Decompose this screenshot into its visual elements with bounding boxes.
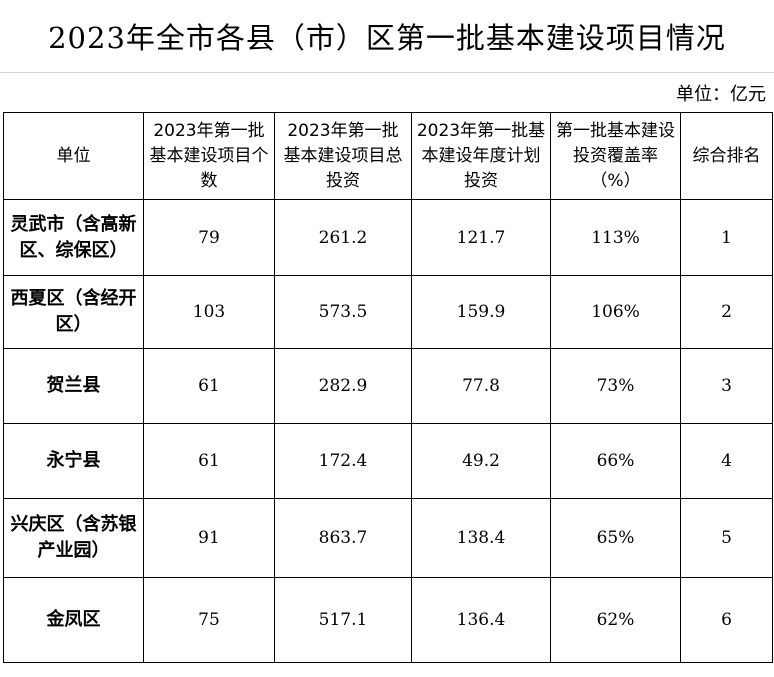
row-coverage: 65% — [551, 499, 681, 578]
table-row: 贺兰县 61 282.9 77.8 73% 3 — [4, 349, 773, 424]
header-unit: 单位 — [4, 113, 144, 200]
row-total: 517.1 — [275, 578, 412, 663]
row-coverage: 113% — [551, 200, 681, 276]
row-count: 91 — [144, 499, 275, 578]
page-title: 2023年全市各县（市）区第一批基本建设项目情况 — [0, 0, 774, 73]
row-rank: 5 — [681, 499, 773, 578]
table-row: 西夏区（含经开区） 103 573.5 159.9 106% 2 — [4, 276, 773, 349]
table-row: 金凤区 75 517.1 136.4 62% 6 — [4, 578, 773, 663]
row-count: 61 — [144, 349, 275, 424]
row-annual: 49.2 — [412, 424, 551, 499]
row-name: 灵武市（含高新区、综保区） — [4, 200, 144, 276]
project-table: 单位 2023年第一批基本建设项目个数 2023年第一批基本建设项目总投资 20… — [3, 112, 773, 663]
row-total: 261.2 — [275, 200, 412, 276]
header-rank: 综合排名 — [681, 113, 773, 200]
table-row: 灵武市（含高新区、综保区） 79 261.2 121.7 113% 1 — [4, 200, 773, 276]
row-count: 61 — [144, 424, 275, 499]
row-rank: 3 — [681, 349, 773, 424]
table-row: 兴庆区（含苏银产业园） 91 863.7 138.4 65% 5 — [4, 499, 773, 578]
header-coverage-rate: 第一批基本建设投资覆盖率（%） — [551, 113, 681, 200]
row-total: 573.5 — [275, 276, 412, 349]
row-name: 西夏区（含经开区） — [4, 276, 144, 349]
row-rank: 2 — [681, 276, 773, 349]
header-annual-plan: 2023年第一批基本建设年度计划投资 — [412, 113, 551, 200]
row-name: 兴庆区（含苏银产业园） — [4, 499, 144, 578]
header-total-investment: 2023年第一批基本建设项目总投资 — [275, 113, 412, 200]
row-coverage: 106% — [551, 276, 681, 349]
row-name: 永宁县 — [4, 424, 144, 499]
row-annual: 121.7 — [412, 200, 551, 276]
row-count: 103 — [144, 276, 275, 349]
row-coverage: 62% — [551, 578, 681, 663]
unit-note: 单位：亿元 — [676, 80, 766, 106]
row-total: 863.7 — [275, 499, 412, 578]
row-rank: 6 — [681, 578, 773, 663]
row-total: 282.9 — [275, 349, 412, 424]
table-row: 永宁县 61 172.4 49.2 66% 4 — [4, 424, 773, 499]
table-header-row: 单位 2023年第一批基本建设项目个数 2023年第一批基本建设项目总投资 20… — [4, 113, 773, 200]
row-coverage: 66% — [551, 424, 681, 499]
row-total: 172.4 — [275, 424, 412, 499]
header-project-count: 2023年第一批基本建设项目个数 — [144, 113, 275, 200]
row-count: 79 — [144, 200, 275, 276]
row-annual: 136.4 — [412, 578, 551, 663]
row-name: 金凤区 — [4, 578, 144, 663]
row-annual: 138.4 — [412, 499, 551, 578]
row-annual: 77.8 — [412, 349, 551, 424]
row-annual: 159.9 — [412, 276, 551, 349]
row-coverage: 73% — [551, 349, 681, 424]
row-count: 75 — [144, 578, 275, 663]
row-rank: 1 — [681, 200, 773, 276]
row-name: 贺兰县 — [4, 349, 144, 424]
row-rank: 4 — [681, 424, 773, 499]
